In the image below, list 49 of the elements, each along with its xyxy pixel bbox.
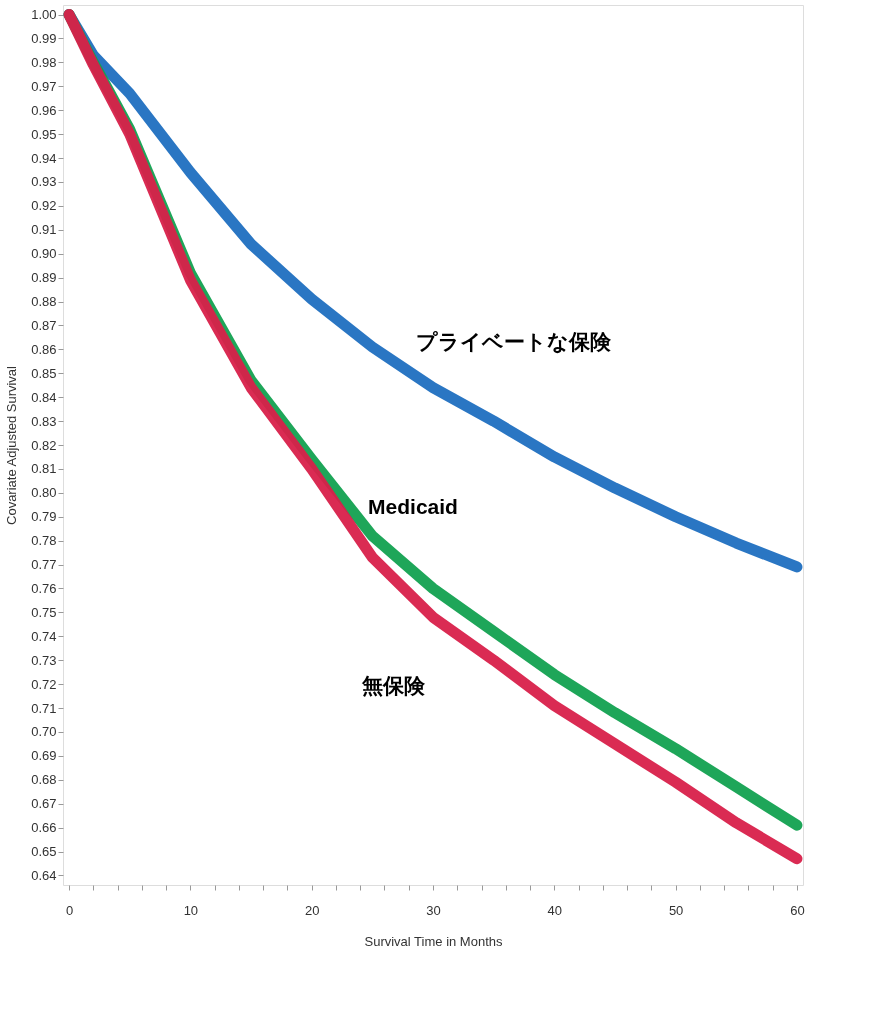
x-tick-label: 60 — [790, 902, 805, 918]
y-tick-label: 0.92 — [31, 198, 57, 214]
y-tick-label: 0.80 — [31, 485, 57, 501]
y-tick-label: 0.72 — [31, 676, 57, 692]
x-tick-label: 0 — [65, 902, 74, 918]
x-tick-label: 20 — [304, 902, 320, 918]
y-tick-label: 0.93 — [31, 174, 57, 190]
y-tick-label: 0.75 — [31, 604, 57, 620]
y-tick-label: 0.78 — [31, 533, 57, 549]
y-tick-label: 1.00 — [31, 7, 57, 23]
y-tick-label: 0.97 — [31, 78, 57, 94]
y-tick-label: 0.99 — [31, 30, 57, 46]
y-tick-label: 0.66 — [31, 820, 57, 836]
y-tick-label: 0.69 — [31, 748, 57, 764]
y-tick-label: 0.73 — [31, 652, 57, 668]
y-tick-label: 0.86 — [31, 341, 57, 357]
x-tick-label: 50 — [668, 902, 684, 918]
x-axis-title: Survival Time in Months — [364, 933, 503, 949]
y-tick-label: 0.74 — [31, 628, 57, 644]
y-tick-label: 0.89 — [31, 270, 57, 286]
text: 無保険 — [360, 674, 426, 698]
y-tick-label: 0.94 — [31, 150, 57, 166]
y-tick-label: 0.82 — [31, 437, 57, 453]
x-tick-label: 30 — [426, 902, 441, 918]
y-tick-label: 0.96 — [31, 102, 57, 118]
y-tick-label: 0.67 — [31, 796, 57, 812]
y-tick-label: 0.71 — [31, 700, 57, 716]
y-tick-label: 0.70 — [31, 724, 57, 740]
y-tick-label: 0.64 — [31, 867, 57, 883]
y-tick-label: 0.79 — [31, 509, 57, 525]
y-tick-label: 0.68 — [31, 772, 57, 788]
y-tick-label: 0.95 — [31, 126, 57, 142]
y-tick-label: 0.91 — [31, 222, 57, 238]
x-tick-label: 40 — [547, 902, 563, 918]
y-tick-label: 0.77 — [31, 557, 57, 573]
y-tick-label: 0.87 — [31, 317, 57, 333]
y-tick-label: 0.88 — [31, 294, 57, 310]
y-tick-label: 0.98 — [31, 54, 57, 70]
series-label: プライベートな保険 — [415, 329, 612, 354]
x-tick-label: 10 — [183, 902, 199, 918]
y-tick-label: 0.65 — [31, 844, 57, 860]
y-tick-label: 0.83 — [31, 413, 57, 429]
y-tick-label: 0.85 — [31, 365, 57, 381]
y-tick-label: 0.84 — [31, 389, 57, 405]
series-label: Medicaid — [368, 495, 458, 519]
y-tick-label: 0.81 — [31, 461, 57, 477]
y-tick-label: 0.90 — [31, 246, 57, 262]
y-tick-label: 0.76 — [31, 580, 57, 596]
y-axis-title: Covariate Adjusted Survival — [4, 365, 20, 525]
